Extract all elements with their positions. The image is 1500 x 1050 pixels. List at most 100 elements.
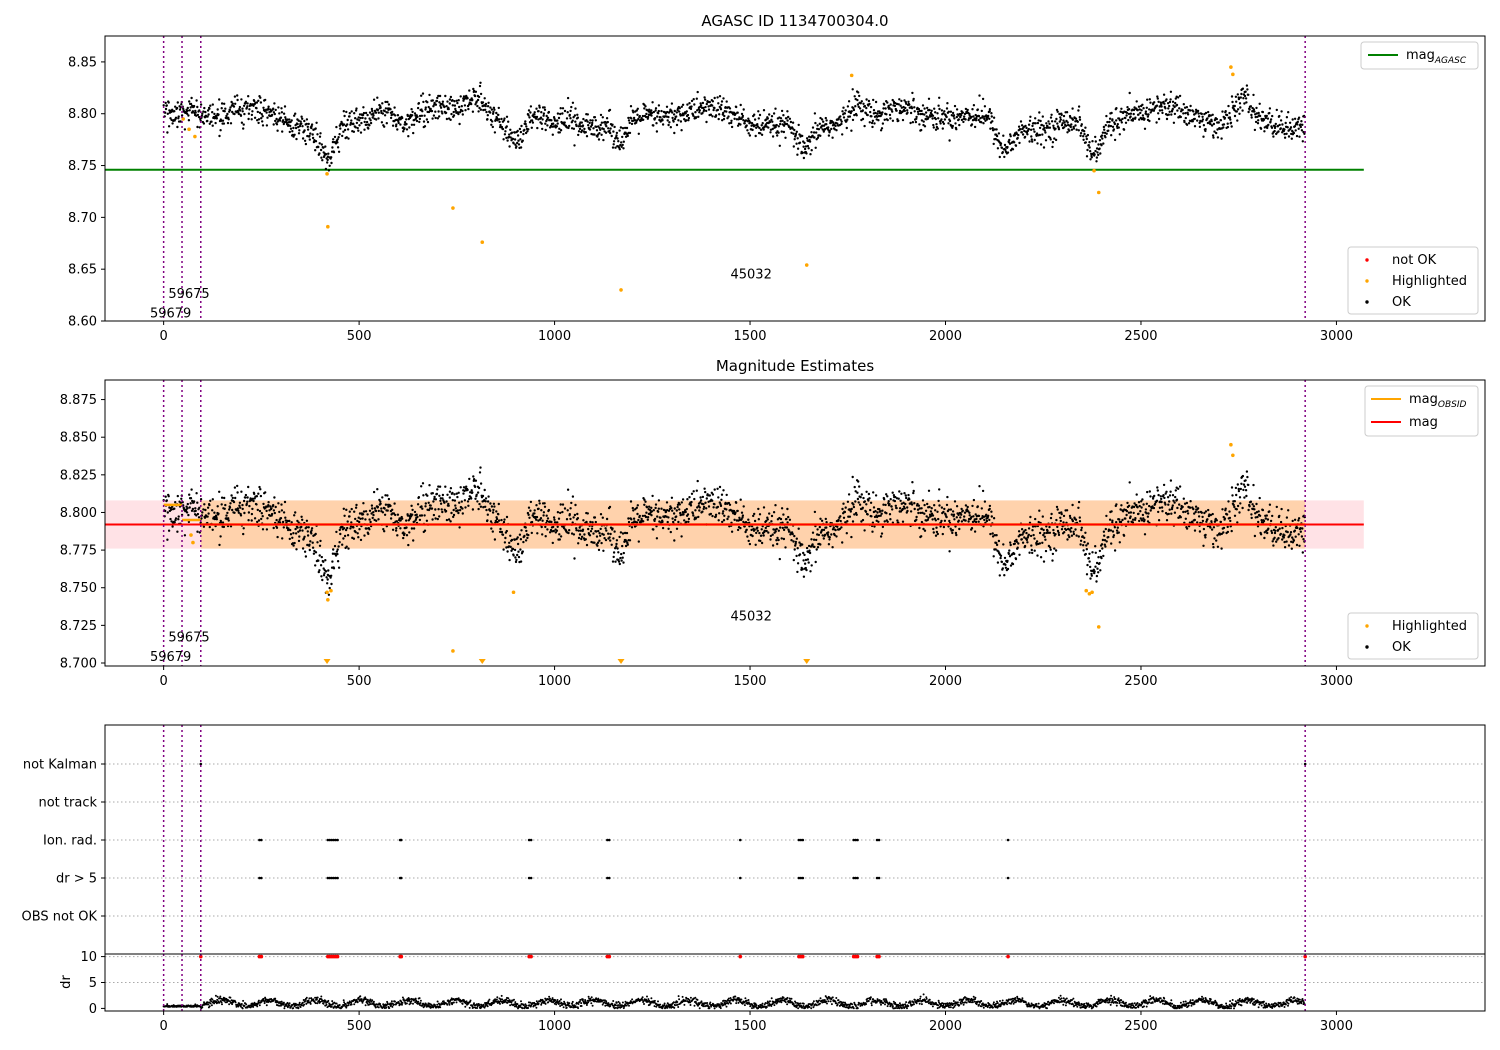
obsid-label: 45032 xyxy=(730,609,771,624)
x-tick-label: 2000 xyxy=(929,1019,962,1034)
legend-ok-marker xyxy=(1365,300,1369,304)
legend-highlighted-label: Highlighted xyxy=(1392,619,1467,634)
highlighted-point xyxy=(1231,72,1235,77)
magnitude-panel-title: Magnitude Estimates xyxy=(716,357,874,375)
highlighted-point xyxy=(1096,625,1101,629)
dr-points xyxy=(162,993,1306,1010)
highlighted-point xyxy=(326,597,330,602)
legend-highlighted-marker xyxy=(1365,624,1369,628)
dr-clipped-point xyxy=(1303,954,1307,959)
highlighted-point xyxy=(1087,591,1092,596)
flag-event xyxy=(400,838,403,842)
highlighted-point xyxy=(191,540,195,545)
x-tick-label: 2500 xyxy=(1124,1019,1157,1034)
flag-event xyxy=(801,838,805,842)
x-tick-label: 2000 xyxy=(929,674,962,689)
flag-event xyxy=(856,876,859,880)
x-tick-label: 500 xyxy=(347,1019,372,1034)
flag-event xyxy=(877,876,881,880)
flag-event xyxy=(799,838,803,842)
flags-panel: not Kalman not track Ion. rad. dr > 5 OBS no… xyxy=(22,725,1485,954)
legend-ok-label: OK xyxy=(1392,640,1411,655)
dr-clipped-point xyxy=(855,954,860,959)
highlighted-point xyxy=(187,127,191,132)
flag-event xyxy=(334,876,337,880)
magnitude-legend: magOBSID mag xyxy=(1364,385,1479,437)
offscale-marker xyxy=(803,658,811,664)
flag-row-label: OBS not OK xyxy=(22,910,98,925)
legend-ok-marker xyxy=(1365,645,1369,649)
y-tick-label: 8.725 xyxy=(60,619,97,634)
flag-event xyxy=(856,838,859,842)
flag-event xyxy=(738,876,742,880)
x-tick-label: 1000 xyxy=(538,329,571,344)
y-tick-label: 8.65 xyxy=(68,263,97,278)
flag-event xyxy=(199,762,203,766)
flag-event xyxy=(875,876,879,880)
flags-dr-frame xyxy=(104,724,1486,1012)
legend-ok-label: OK xyxy=(1392,295,1411,310)
flag-event xyxy=(797,876,801,880)
y-tick-label: 8.775 xyxy=(60,544,97,559)
flag-event xyxy=(1006,876,1010,880)
flag-event xyxy=(258,838,261,842)
flag-event xyxy=(332,838,335,842)
legend-not-ok-label: not OK xyxy=(1392,253,1437,268)
offscale-marker xyxy=(323,658,331,664)
magnitude-status-legend: Highlighted OK xyxy=(1347,612,1479,660)
flag-event xyxy=(330,838,334,842)
flag-event xyxy=(1006,838,1010,842)
y-tick-label: 8.70 xyxy=(68,211,97,226)
flag-event xyxy=(328,876,332,880)
flag-event xyxy=(608,876,611,880)
dr-clipped-point xyxy=(198,954,203,959)
highlighted-point xyxy=(804,263,809,267)
y-tick-label: 8.700 xyxy=(60,656,97,671)
flag-row-label: not Kalman xyxy=(23,758,97,773)
agasc-status-legend: not OK Highlighted OK xyxy=(1347,246,1479,315)
highlighted-point xyxy=(1231,453,1235,458)
flag-event xyxy=(852,876,855,880)
dr-clipped-point xyxy=(1006,954,1010,959)
highlighted-point xyxy=(189,533,193,537)
legend-highlighted-label: Highlighted xyxy=(1392,274,1467,289)
x-tick-label: 2000 xyxy=(929,329,962,344)
x-tick-label: 2500 xyxy=(1124,329,1157,344)
x-tick-label: 1000 xyxy=(538,1019,571,1034)
highlighted-point xyxy=(329,588,333,593)
x-tick-label: 3000 xyxy=(1320,1019,1353,1034)
flag-event xyxy=(326,876,330,880)
y-tick-label: 8.800 xyxy=(60,506,97,521)
flag-event xyxy=(797,838,801,842)
flag-event xyxy=(260,876,263,880)
flag-event xyxy=(332,876,335,880)
flag-event xyxy=(738,838,742,842)
legend-mag-obsid-label: magOBSID xyxy=(1409,392,1467,410)
magnitude-panel: Magnitude Estimates 59679 59675 45032 0 500… xyxy=(60,357,1486,689)
agasc-panel-frame xyxy=(104,35,1486,322)
flag-event xyxy=(336,876,339,880)
highlighted-point xyxy=(451,649,455,653)
y-tick-label: 10 xyxy=(80,950,97,965)
highlighted-point xyxy=(1096,190,1101,195)
legend-not-ok-marker xyxy=(1365,258,1369,262)
flag-event xyxy=(400,876,403,880)
flag-event xyxy=(258,876,261,880)
flag-event xyxy=(527,838,531,842)
flag-event xyxy=(854,838,857,842)
highlighted-point xyxy=(326,224,330,229)
obsid-label: 59679 xyxy=(150,307,191,322)
dr-panel: 0 500 1000 1500 2000 2500 3000 0 5 10 dr xyxy=(59,950,1485,1034)
legend-highlighted-marker xyxy=(1365,279,1369,283)
highlighted-point xyxy=(1090,590,1094,595)
highlighted-point xyxy=(451,206,455,210)
flag-event xyxy=(852,838,855,842)
highlighted-point xyxy=(181,117,185,121)
x-tick-label: 500 xyxy=(347,674,372,689)
flag-event xyxy=(336,838,339,842)
highlighted-point xyxy=(1092,168,1096,173)
x-tick-label: 1500 xyxy=(733,1019,766,1034)
agasc-legend: magAGASC xyxy=(1360,41,1479,70)
obsid-label: 59675 xyxy=(168,287,209,302)
